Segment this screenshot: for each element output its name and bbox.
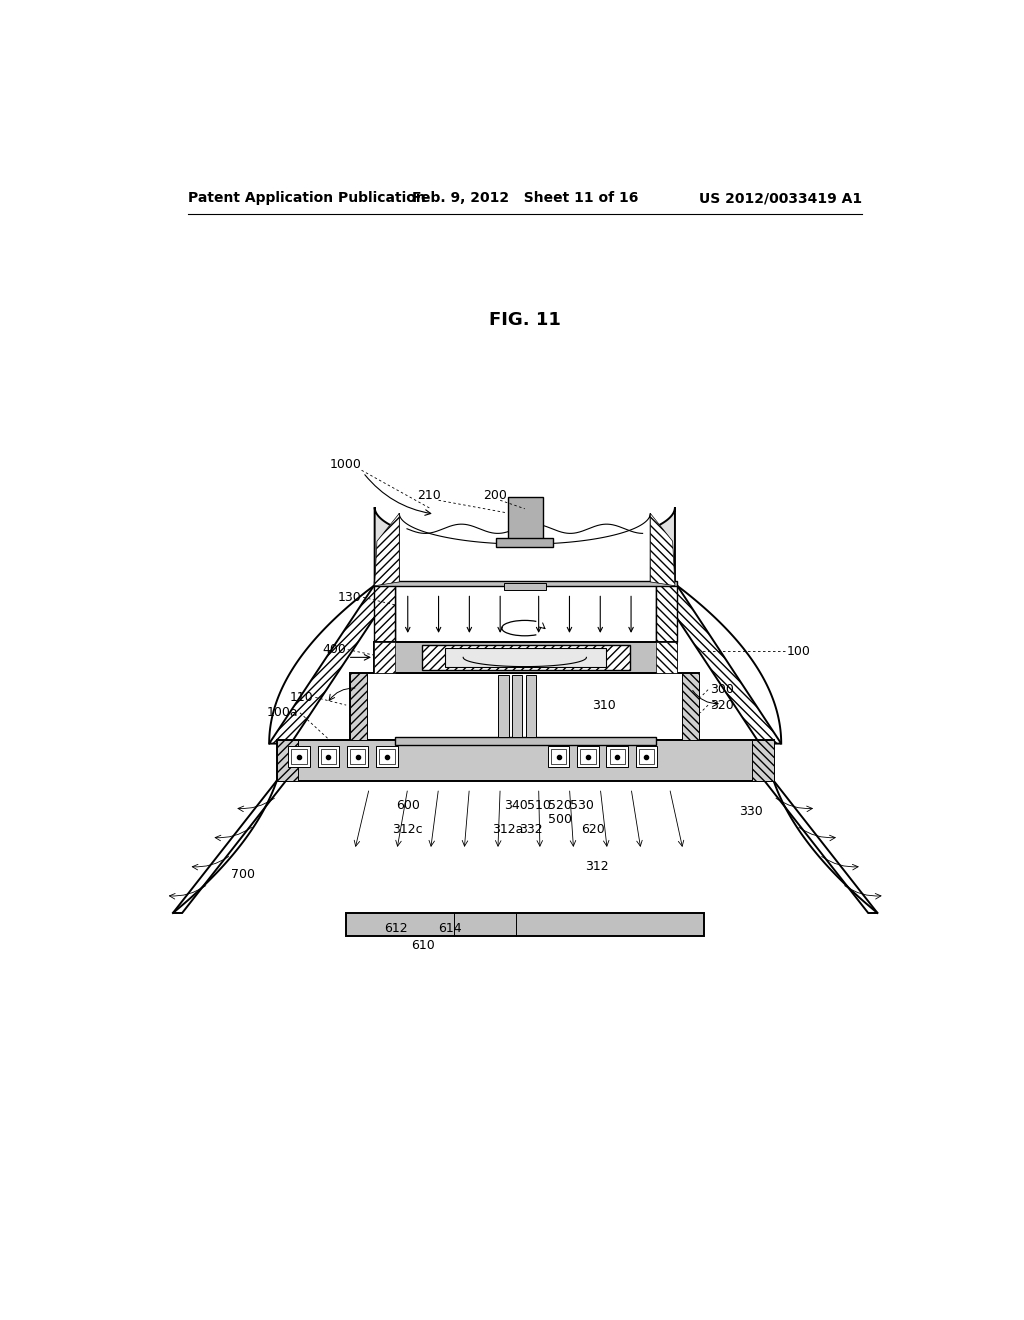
Text: 330: 330 (739, 805, 763, 818)
Bar (551, 748, 566, 764)
Bar (276, 739, 298, 780)
Bar (350, 673, 698, 739)
Polygon shape (399, 513, 650, 582)
Bar (609, 748, 625, 764)
Bar (347, 746, 369, 767)
Bar (498, 675, 509, 738)
Bar (636, 746, 657, 767)
Text: 320: 320 (710, 698, 733, 711)
Bar (395, 738, 655, 744)
Text: 310: 310 (593, 698, 616, 711)
Bar (655, 586, 677, 642)
Bar (395, 586, 655, 642)
Text: Patent Application Publication: Patent Application Publication (188, 191, 426, 206)
Text: 700: 700 (230, 869, 255, 880)
Bar (350, 748, 366, 764)
Text: 510: 510 (526, 799, 551, 812)
Text: 312: 312 (585, 861, 608, 874)
Text: 332: 332 (519, 824, 543, 837)
Text: 620: 620 (581, 824, 604, 837)
Text: 530: 530 (569, 799, 594, 812)
Bar (374, 642, 395, 673)
Bar (276, 739, 773, 780)
Bar (444, 648, 606, 667)
Bar (525, 675, 537, 738)
Bar (376, 746, 397, 767)
Bar (508, 498, 543, 540)
Polygon shape (655, 586, 781, 743)
Polygon shape (269, 586, 395, 743)
Text: 612: 612 (384, 921, 408, 935)
Bar (350, 673, 367, 739)
Text: 100a: 100a (267, 706, 298, 719)
Polygon shape (650, 513, 675, 586)
Text: 312a: 312a (493, 824, 523, 837)
Polygon shape (764, 780, 878, 913)
Bar (321, 748, 336, 764)
Bar (317, 746, 339, 767)
Bar (497, 539, 553, 548)
Text: 200: 200 (483, 490, 507, 502)
Bar (504, 582, 547, 590)
Text: 312c: 312c (392, 824, 423, 837)
Text: 130: 130 (338, 591, 361, 603)
Text: 614: 614 (438, 921, 462, 935)
Text: 600: 600 (396, 799, 420, 812)
Text: 400: 400 (323, 643, 346, 656)
Bar (379, 748, 394, 764)
Bar (752, 739, 773, 780)
Text: US 2012/0033419 A1: US 2012/0033419 A1 (699, 191, 862, 206)
Text: 340: 340 (504, 799, 527, 812)
Text: 100: 100 (786, 644, 810, 657)
Polygon shape (173, 780, 286, 913)
Text: 110: 110 (290, 690, 313, 704)
Bar (548, 746, 569, 767)
Bar (578, 746, 599, 767)
Text: 500: 500 (548, 813, 572, 825)
Bar (289, 746, 310, 767)
Polygon shape (375, 507, 675, 586)
Bar (581, 748, 596, 764)
Text: FIG. 11: FIG. 11 (488, 312, 561, 329)
Bar (346, 913, 705, 936)
Bar (422, 645, 630, 669)
Bar (292, 748, 307, 764)
Bar (639, 748, 654, 764)
Text: 520: 520 (548, 799, 572, 812)
Polygon shape (375, 513, 399, 586)
Text: 1000: 1000 (330, 458, 361, 471)
Text: 300: 300 (710, 684, 733, 696)
Bar (682, 673, 698, 739)
Bar (606, 746, 628, 767)
Text: Feb. 9, 2012   Sheet 11 of 16: Feb. 9, 2012 Sheet 11 of 16 (412, 191, 638, 206)
Text: 210: 210 (418, 490, 441, 502)
Bar (374, 586, 395, 642)
Bar (655, 642, 677, 673)
Bar (374, 642, 677, 673)
Bar (374, 581, 677, 589)
Bar (512, 675, 522, 738)
Text: 610: 610 (412, 939, 435, 952)
